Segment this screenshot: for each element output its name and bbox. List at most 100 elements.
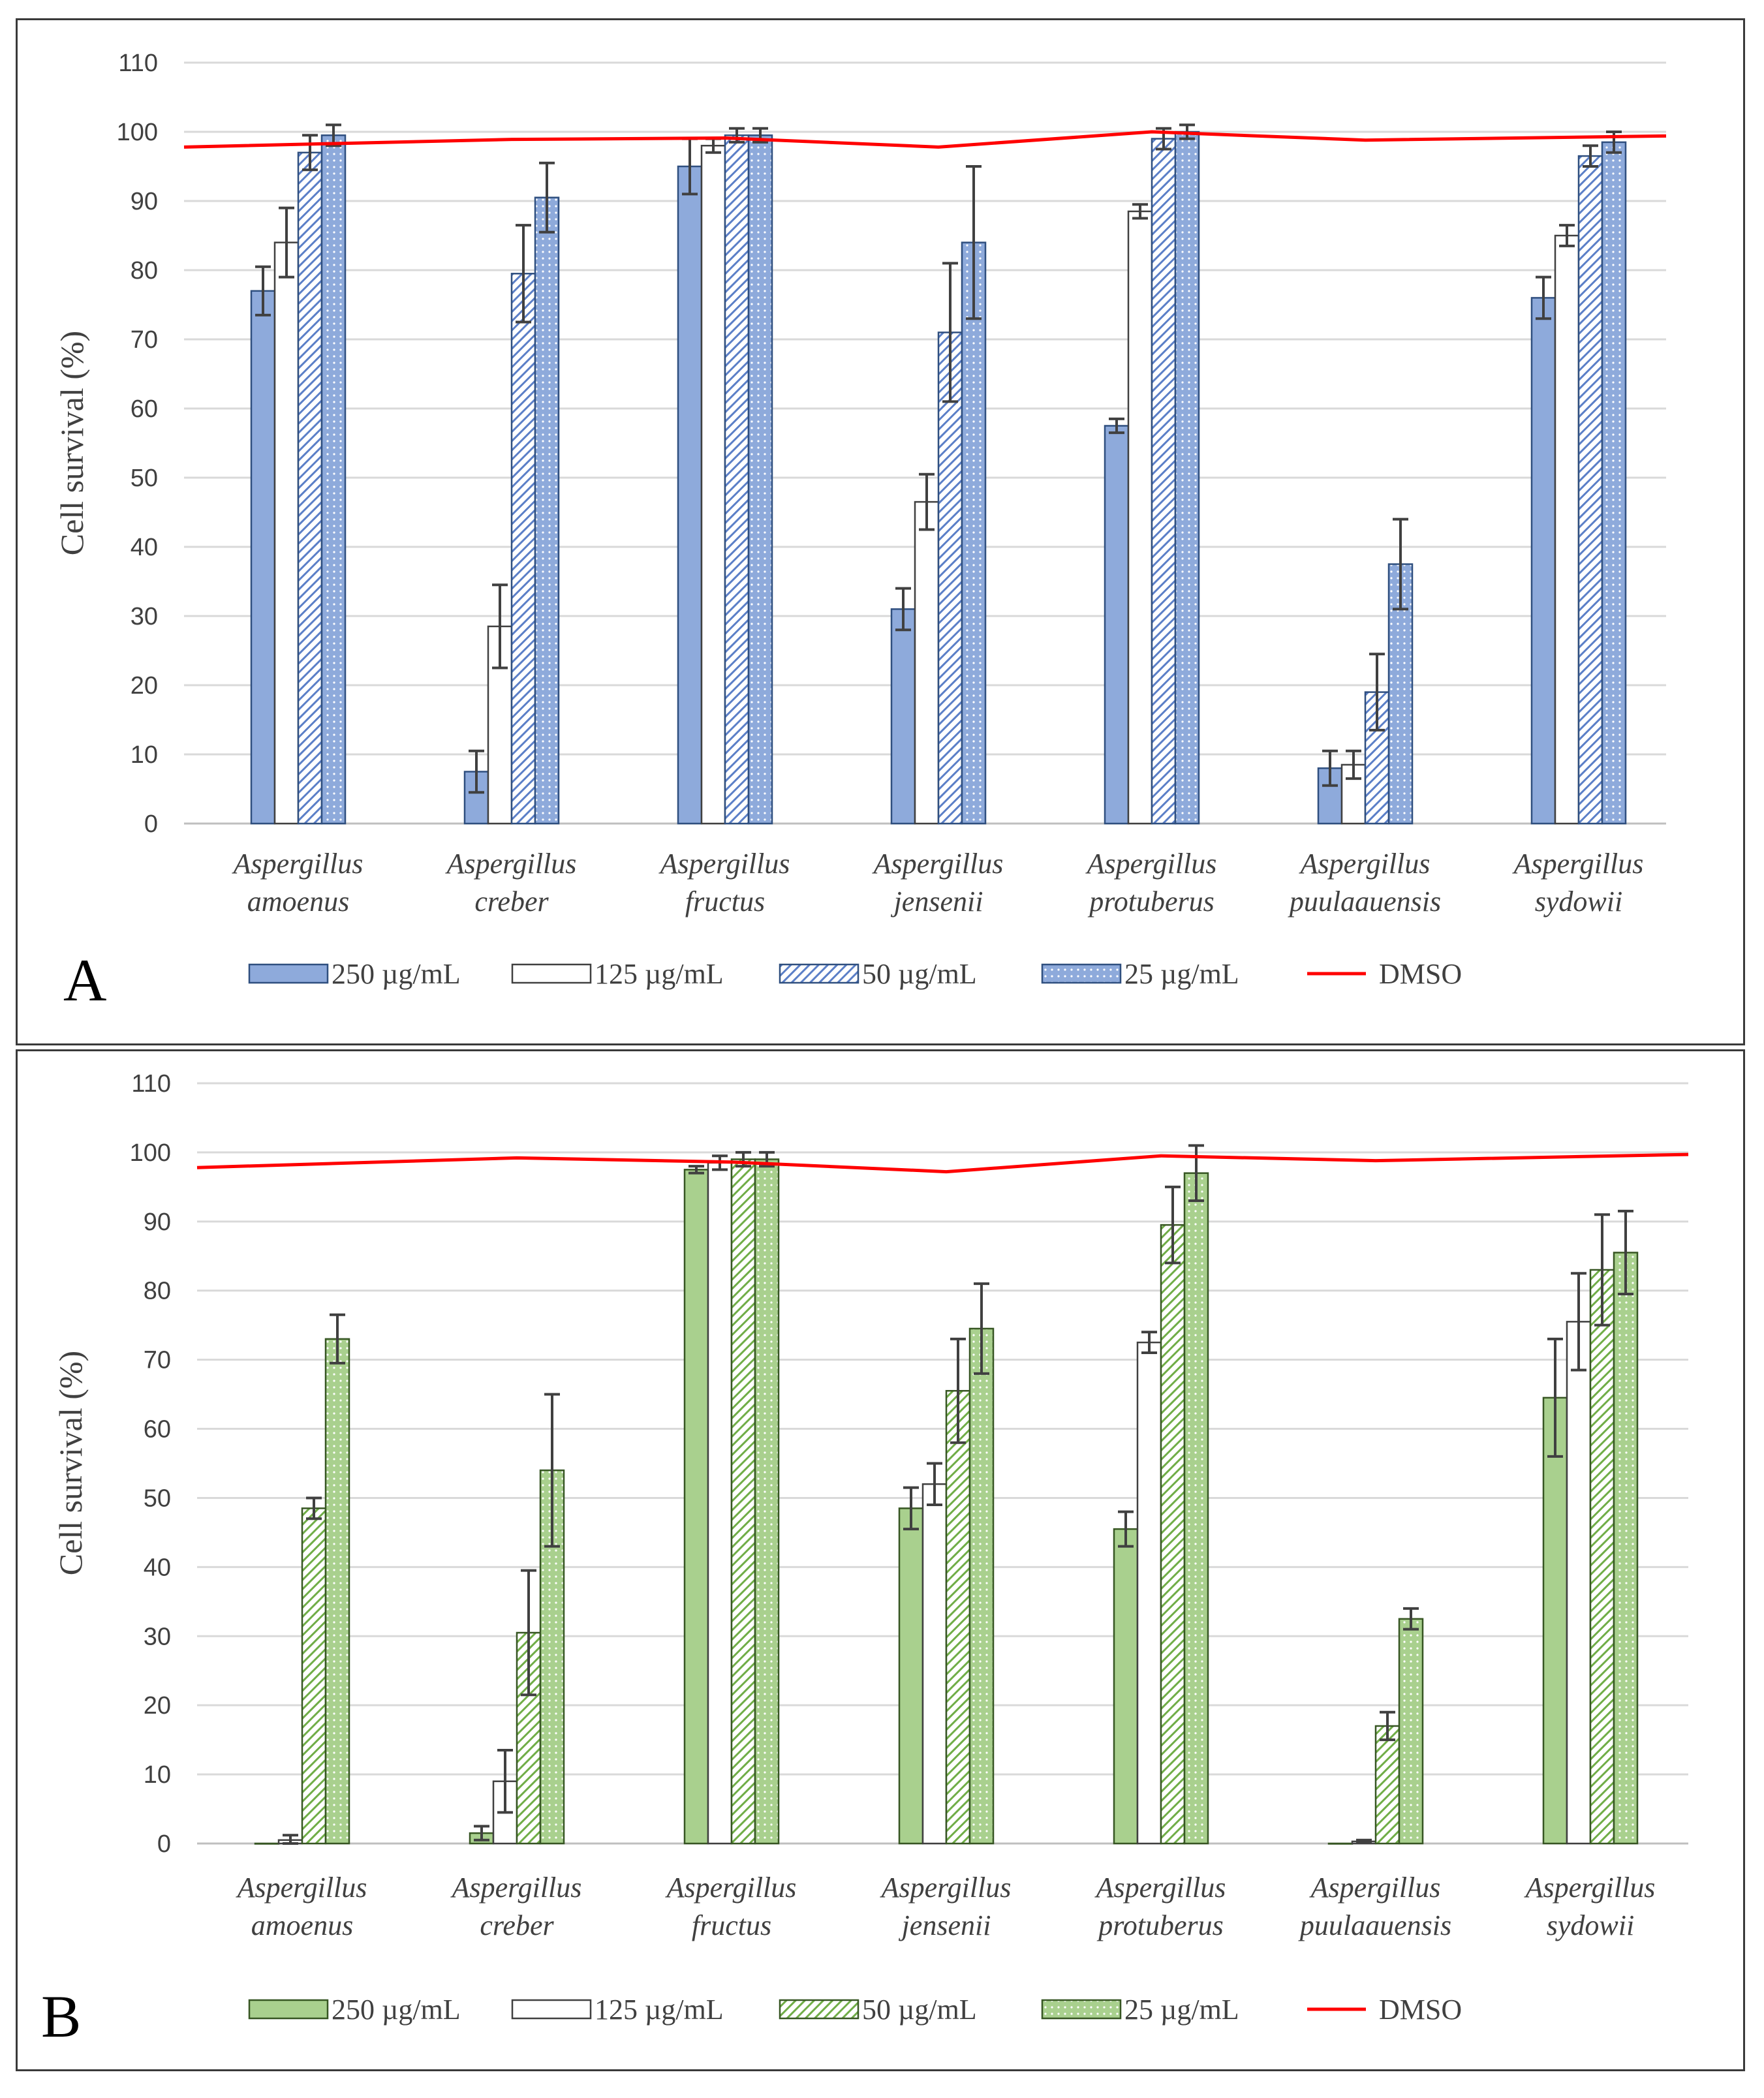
y-tick-label: 10 bbox=[131, 741, 158, 769]
error-bar bbox=[1547, 1337, 1563, 1458]
legend-swatch bbox=[779, 1999, 859, 2020]
bar bbox=[754, 1158, 780, 1845]
bar bbox=[968, 1327, 995, 1845]
bar bbox=[898, 1507, 924, 1845]
error-bar bbox=[903, 1486, 919, 1531]
bar bbox=[324, 1338, 350, 1845]
chart-b-svg: 0 10 20 30 40 50 60 70 80 90 100 110 Cell survival (… bbox=[41, 1070, 1689, 2050]
error-bar bbox=[919, 472, 935, 531]
bar bbox=[1613, 1252, 1639, 1845]
x-tick-label: Aspergillus bbox=[1524, 1872, 1656, 1904]
y-tick-label: 50 bbox=[144, 1485, 171, 1512]
bar bbox=[921, 1483, 948, 1845]
x-tick-label: Aspergillus bbox=[658, 848, 790, 880]
legend-swatch bbox=[1041, 963, 1122, 984]
bar bbox=[1151, 138, 1177, 825]
error-bar bbox=[1346, 749, 1361, 780]
bar bbox=[747, 134, 773, 825]
error-bar bbox=[279, 206, 294, 279]
bar bbox=[1174, 131, 1200, 825]
error-bar bbox=[330, 1313, 345, 1365]
bar bbox=[730, 1158, 756, 1845]
x-tick-label: jensenii bbox=[891, 886, 983, 918]
x-tick-label: sydowii bbox=[1547, 1909, 1634, 1941]
panel-label: A bbox=[63, 947, 106, 1013]
legend-swatch bbox=[511, 1999, 592, 2020]
error-bar bbox=[1109, 417, 1124, 435]
bar bbox=[534, 196, 560, 825]
y-tick-label: 60 bbox=[144, 1416, 171, 1443]
legend-label: 125 µg/mL bbox=[595, 1994, 724, 2026]
error-bar bbox=[544, 1393, 560, 1548]
bar bbox=[1566, 1321, 1592, 1845]
bar bbox=[1542, 1396, 1568, 1845]
x-tick-label: protuberus bbox=[1087, 886, 1215, 918]
bar bbox=[510, 273, 536, 825]
x-tick-label: Aspergillus bbox=[450, 1872, 582, 1904]
bar bbox=[297, 151, 323, 825]
bar bbox=[1398, 1618, 1424, 1845]
legend-label: 250 µg/mL bbox=[332, 958, 461, 990]
bar bbox=[700, 144, 726, 825]
bar bbox=[677, 165, 703, 825]
error-bar bbox=[469, 749, 484, 794]
x-tick-label: creber bbox=[474, 886, 549, 918]
legend-label: 250 µg/mL bbox=[332, 1994, 461, 2026]
error-bar bbox=[302, 134, 318, 172]
legend-swatch bbox=[511, 963, 592, 984]
error-bar bbox=[950, 1337, 966, 1444]
bar bbox=[1113, 1528, 1139, 1845]
error-bar bbox=[492, 583, 508, 670]
y-tick-label: 10 bbox=[144, 1761, 171, 1789]
bar bbox=[1136, 1341, 1162, 1845]
error-bar bbox=[1118, 1510, 1134, 1548]
x-tick-label: puulaauensis bbox=[1298, 1909, 1451, 1941]
x-tick-label: fructus bbox=[692, 1909, 771, 1941]
bar bbox=[1104, 425, 1130, 825]
x-tick-label: Aspergillus bbox=[232, 848, 364, 880]
error-bar bbox=[1356, 1838, 1372, 1844]
y-tick-label: 90 bbox=[131, 188, 158, 215]
bar bbox=[1160, 1224, 1186, 1845]
error-bar bbox=[689, 1165, 704, 1175]
bar bbox=[250, 290, 276, 825]
bar bbox=[1554, 234, 1580, 825]
bar bbox=[707, 1162, 733, 1845]
error-bar bbox=[516, 224, 531, 324]
y-tick-label: 110 bbox=[118, 50, 158, 77]
y-tick-label: 0 bbox=[157, 1830, 171, 1858]
bar bbox=[1530, 297, 1556, 825]
error-bar bbox=[497, 1749, 513, 1814]
bar bbox=[320, 134, 347, 825]
legend-swatch bbox=[248, 963, 329, 984]
y-tick-label: 20 bbox=[131, 672, 158, 700]
legend-swatch bbox=[779, 963, 859, 984]
y-tick-label: 0 bbox=[144, 810, 158, 838]
y-tick-label: 100 bbox=[130, 1139, 171, 1167]
x-tick-label: amoenus bbox=[251, 1909, 353, 1941]
bar bbox=[1589, 1269, 1615, 1845]
error-bar bbox=[283, 1834, 298, 1845]
x-tick-label: Aspergillus bbox=[1309, 1872, 1441, 1904]
bar bbox=[254, 1842, 280, 1845]
dmso-line bbox=[183, 130, 1667, 149]
legend-swatch bbox=[1041, 1999, 1122, 2020]
x-tick-label: Aspergillus bbox=[236, 1872, 367, 1904]
x-tick-label: Aspergillus bbox=[872, 848, 1004, 880]
error-bar bbox=[1403, 1607, 1419, 1631]
legend-swatch bbox=[248, 1999, 329, 2020]
legend-label: 50 µg/mL bbox=[862, 958, 977, 990]
x-tick-label: Aspergillus bbox=[665, 1872, 797, 1904]
bar bbox=[301, 1507, 327, 1845]
bar bbox=[1601, 141, 1627, 825]
x-tick-label: Aspergillus bbox=[445, 848, 577, 880]
x-tick-label: Aspergillus bbox=[1094, 1872, 1226, 1904]
y-tick-label: 20 bbox=[144, 1692, 171, 1720]
chart-a-svg: 0 10 20 30 40 50 60 70 80 90 100 110 Cell survival (… bbox=[54, 50, 1667, 1013]
error-bar bbox=[474, 1825, 489, 1842]
y-tick-label: 40 bbox=[144, 1554, 171, 1581]
bar bbox=[914, 501, 940, 825]
x-tick-label: amoenus bbox=[247, 886, 349, 918]
error-bar bbox=[927, 1462, 942, 1507]
y-tick-label: 40 bbox=[131, 534, 158, 561]
